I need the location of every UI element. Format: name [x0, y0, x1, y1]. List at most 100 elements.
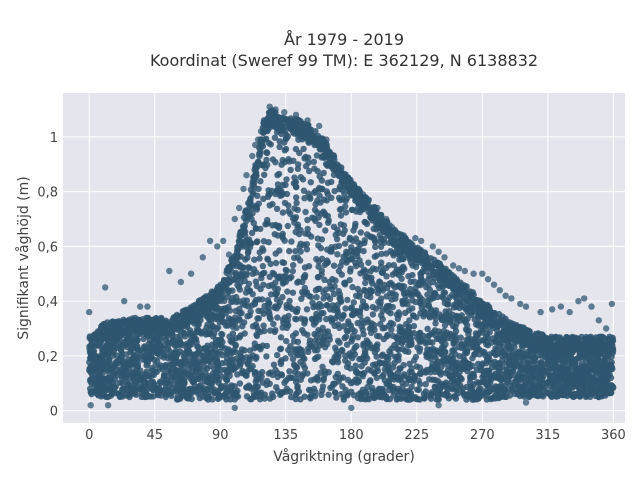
- data-point: [451, 392, 459, 400]
- data-point: [383, 395, 390, 402]
- data-point: [267, 260, 274, 268]
- data-point: [387, 370, 394, 377]
- data-point: [241, 319, 248, 326]
- data-point: [275, 170, 283, 178]
- data-point: [441, 348, 449, 356]
- data-point: [409, 305, 416, 312]
- data-point: [337, 262, 344, 270]
- data-point: [315, 242, 322, 249]
- data-point: [347, 268, 354, 275]
- data-point: [267, 315, 274, 323]
- data-point: [148, 378, 155, 385]
- data-point: [215, 324, 222, 331]
- data-point: [504, 378, 511, 386]
- data-point: [298, 295, 305, 302]
- data-point: [283, 135, 290, 142]
- data-point: [297, 226, 304, 234]
- data-point: [414, 395, 421, 403]
- data-point: [273, 188, 281, 195]
- data-point: [126, 361, 134, 369]
- data-point: [437, 371, 444, 378]
- data-point: [430, 329, 437, 336]
- data-point: [207, 362, 214, 370]
- data-point: [286, 368, 293, 375]
- data-point: [512, 377, 520, 384]
- data-point: [236, 334, 243, 341]
- data-point: [334, 306, 341, 313]
- data-point: [563, 381, 570, 388]
- data-point: [376, 333, 383, 340]
- data-point: [330, 290, 338, 298]
- data-point: [344, 392, 351, 399]
- data-point: [400, 371, 408, 378]
- data-point: [393, 354, 401, 361]
- data-point: [378, 295, 385, 302]
- data-point: [337, 221, 344, 228]
- data-point: [282, 377, 290, 384]
- data-point: [524, 351, 531, 359]
- data-point: [216, 394, 224, 401]
- data-point: [429, 294, 436, 301]
- data-point: [253, 239, 260, 246]
- data-point: [318, 391, 325, 398]
- data-point: [429, 339, 436, 346]
- data-point: [478, 361, 486, 369]
- data-point: [196, 394, 203, 402]
- data-point: [316, 316, 323, 323]
- data-point: [501, 326, 508, 333]
- data-point: [180, 380, 187, 388]
- data-point: [502, 352, 509, 359]
- data-point: [390, 386, 397, 393]
- data-point: [286, 247, 293, 255]
- data-point: [408, 383, 415, 391]
- data-point: [288, 393, 295, 401]
- data-point: [408, 339, 415, 346]
- data-point: [292, 145, 300, 153]
- data-point: [555, 369, 563, 376]
- data-point: [266, 380, 273, 387]
- data-point: [434, 394, 442, 401]
- data-point: [365, 259, 372, 266]
- data-point: [426, 286, 434, 293]
- data-point: [360, 247, 367, 255]
- data-point: [410, 322, 418, 330]
- data-point: [341, 334, 348, 342]
- data-point: [564, 368, 571, 375]
- data-point: [248, 229, 256, 237]
- data-point: [301, 271, 309, 279]
- data-point: [424, 346, 431, 353]
- data-point: [145, 393, 153, 400]
- data-point: [414, 386, 421, 393]
- data-point: [456, 317, 463, 324]
- data-point: [263, 353, 270, 360]
- data-point: [442, 308, 449, 315]
- data-point: [337, 297, 344, 304]
- data-point: [237, 271, 245, 278]
- data-point: [274, 351, 281, 359]
- data-point: [379, 269, 386, 276]
- data-point: [289, 355, 297, 363]
- data-point: [321, 210, 328, 217]
- data-point: [354, 285, 361, 293]
- data-point: [417, 276, 425, 283]
- data-point: [354, 334, 362, 341]
- data-point: [406, 376, 414, 383]
- data-point: [368, 324, 375, 331]
- data-point: [161, 386, 168, 394]
- data-point: [106, 386, 113, 393]
- data-point: [244, 254, 251, 261]
- data-point: [133, 337, 141, 344]
- data-point: [293, 316, 300, 323]
- data-point: [237, 349, 244, 357]
- data-point: [256, 255, 263, 262]
- data-point: [271, 285, 278, 292]
- data-point: [426, 376, 433, 383]
- data-point: [229, 323, 236, 330]
- data-point: [87, 369, 95, 376]
- data-point: [539, 393, 547, 400]
- data-point: [367, 268, 374, 275]
- data-point: [328, 194, 335, 201]
- data-point: [294, 165, 302, 172]
- data-point: [464, 367, 471, 375]
